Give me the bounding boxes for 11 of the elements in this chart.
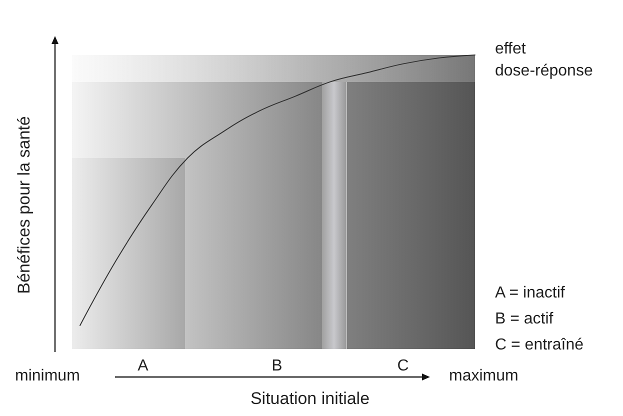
text: C = entraîné bbox=[495, 336, 584, 354]
y-axis-title: Bénéfices pour la santé bbox=[14, 116, 34, 294]
text: effet dose-réponse bbox=[495, 40, 593, 80]
text: A bbox=[138, 358, 149, 374]
text: B = actif bbox=[495, 310, 554, 328]
text: C bbox=[397, 358, 409, 374]
x-axis-title: Situation initiale bbox=[250, 389, 370, 408]
text: minimum bbox=[15, 368, 80, 384]
text: maximum bbox=[449, 368, 518, 384]
text: B bbox=[272, 358, 282, 374]
text: A = inactif bbox=[495, 284, 566, 302]
